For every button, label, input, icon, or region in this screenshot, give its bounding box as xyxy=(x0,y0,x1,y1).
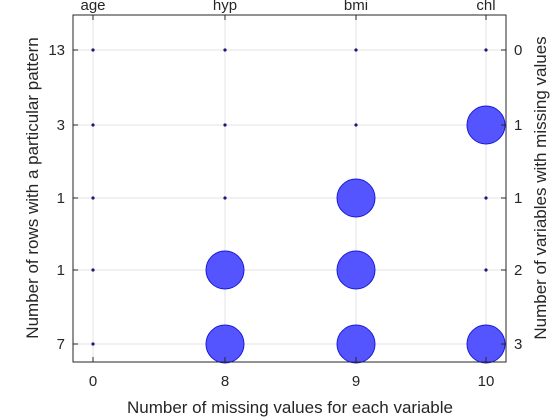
column-label-top: chl xyxy=(476,0,495,14)
missing-value-marker xyxy=(205,250,245,290)
missing-value-marker xyxy=(205,324,245,364)
pattern-markers xyxy=(91,48,506,364)
observed-value-dot xyxy=(91,48,95,52)
column-label-top: hyp xyxy=(213,0,237,14)
missing-value-marker xyxy=(336,178,376,218)
observed-value-dot xyxy=(223,48,227,52)
tick-labels: age hyp bmi chl 0 8 9 10 13 3 1 1 7 0 1 1 2 3 xyxy=(48,0,522,390)
observed-value-dot xyxy=(484,268,488,272)
column-missing-count-label: 9 xyxy=(352,373,360,390)
observed-value-dot xyxy=(484,196,488,200)
row-missing-vars-label: 0 xyxy=(514,42,522,59)
missing-value-marker xyxy=(336,250,376,290)
row-count-label: 1 xyxy=(57,190,65,207)
row-missing-vars-label: 2 xyxy=(514,262,522,279)
y-axis-label-left: Number of rows with a particular pattern xyxy=(23,37,42,338)
observed-value-dot xyxy=(91,268,95,272)
column-label-top: age xyxy=(80,0,105,14)
observed-value-dot xyxy=(91,123,95,127)
y-axis-label-right: Number of variables with missing values xyxy=(531,36,550,339)
axis-ticks xyxy=(73,15,506,362)
row-missing-vars-label: 1 xyxy=(514,117,522,134)
row-count-label: 7 xyxy=(57,336,65,353)
column-missing-count-label: 10 xyxy=(478,373,495,390)
observed-value-dot xyxy=(91,196,95,200)
observed-value-dot xyxy=(354,48,358,52)
x-axis-label: Number of missing values for each variab… xyxy=(127,398,453,417)
observed-value-dot xyxy=(223,196,227,200)
column-label-top: bmi xyxy=(344,0,368,14)
missing-value-marker xyxy=(336,324,376,364)
row-count-label: 13 xyxy=(48,42,65,59)
observed-value-dot xyxy=(484,48,488,52)
column-missing-count-label: 0 xyxy=(89,373,97,390)
row-count-label: 3 xyxy=(57,117,65,134)
observed-value-dot xyxy=(223,123,227,127)
row-missing-vars-label: 1 xyxy=(514,190,522,207)
row-count-label: 1 xyxy=(57,262,65,279)
observed-value-dot xyxy=(354,123,358,127)
observed-value-dot xyxy=(91,342,95,346)
plot-frame xyxy=(72,14,507,363)
grid-lines xyxy=(73,15,506,362)
column-missing-count-label: 8 xyxy=(221,373,229,390)
missing-value-marker xyxy=(466,105,506,145)
row-missing-vars-label: 3 xyxy=(514,336,522,353)
